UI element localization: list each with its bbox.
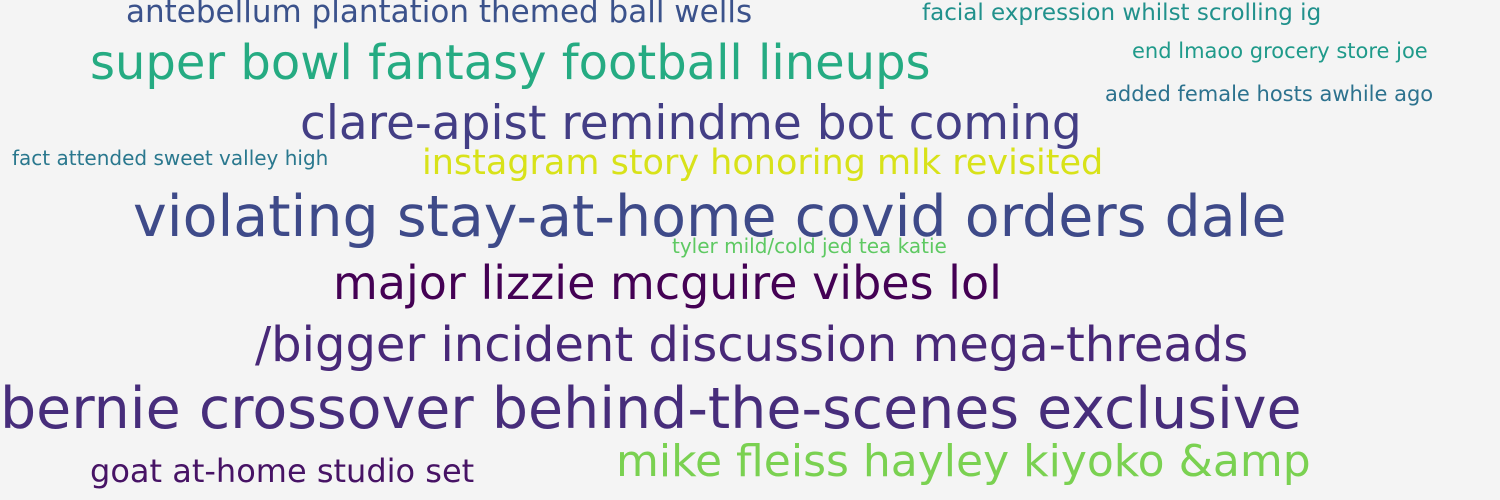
phrase-super-bowl: super bowl fantasy football lineups — [90, 35, 931, 91]
phrase-added-female: added female hosts awhile ago — [1105, 82, 1434, 106]
phrase-bernie-crossover: bernie crossover behind-the-scenes exclu… — [0, 376, 1302, 442]
phrase-bigger-incident: /bigger incident discussion mega-threads — [255, 317, 1249, 373]
phrase-goat-at-home: goat at-home studio set — [90, 452, 475, 490]
phrase-clare-apist: clare-apist remindme bot coming — [300, 96, 1082, 151]
phrase-fact-attended: fact attended sweet valley high — [12, 146, 329, 170]
phrase-violating: violating stay-at-home covid orders dale — [133, 184, 1287, 250]
phrase-facial-expression: facial expression whilst scrolling ig — [922, 0, 1322, 26]
phrase-major-lizzie: major lizzie mcguire vibes lol — [333, 256, 1002, 310]
phrase-tyler-mild: tyler mild/cold jed tea katie — [672, 234, 947, 258]
phrase-antebellum: antebellum plantation themed ball wells — [126, 0, 753, 30]
phrase-mike-fleiss: mike fleiss hayley kiyoko &amp — [616, 436, 1311, 487]
phrase-end-lmaoo: end lmaoo grocery store joe — [1132, 39, 1428, 63]
phrase-instagram-story: instagram story honoring mlk revisited — [422, 143, 1104, 183]
